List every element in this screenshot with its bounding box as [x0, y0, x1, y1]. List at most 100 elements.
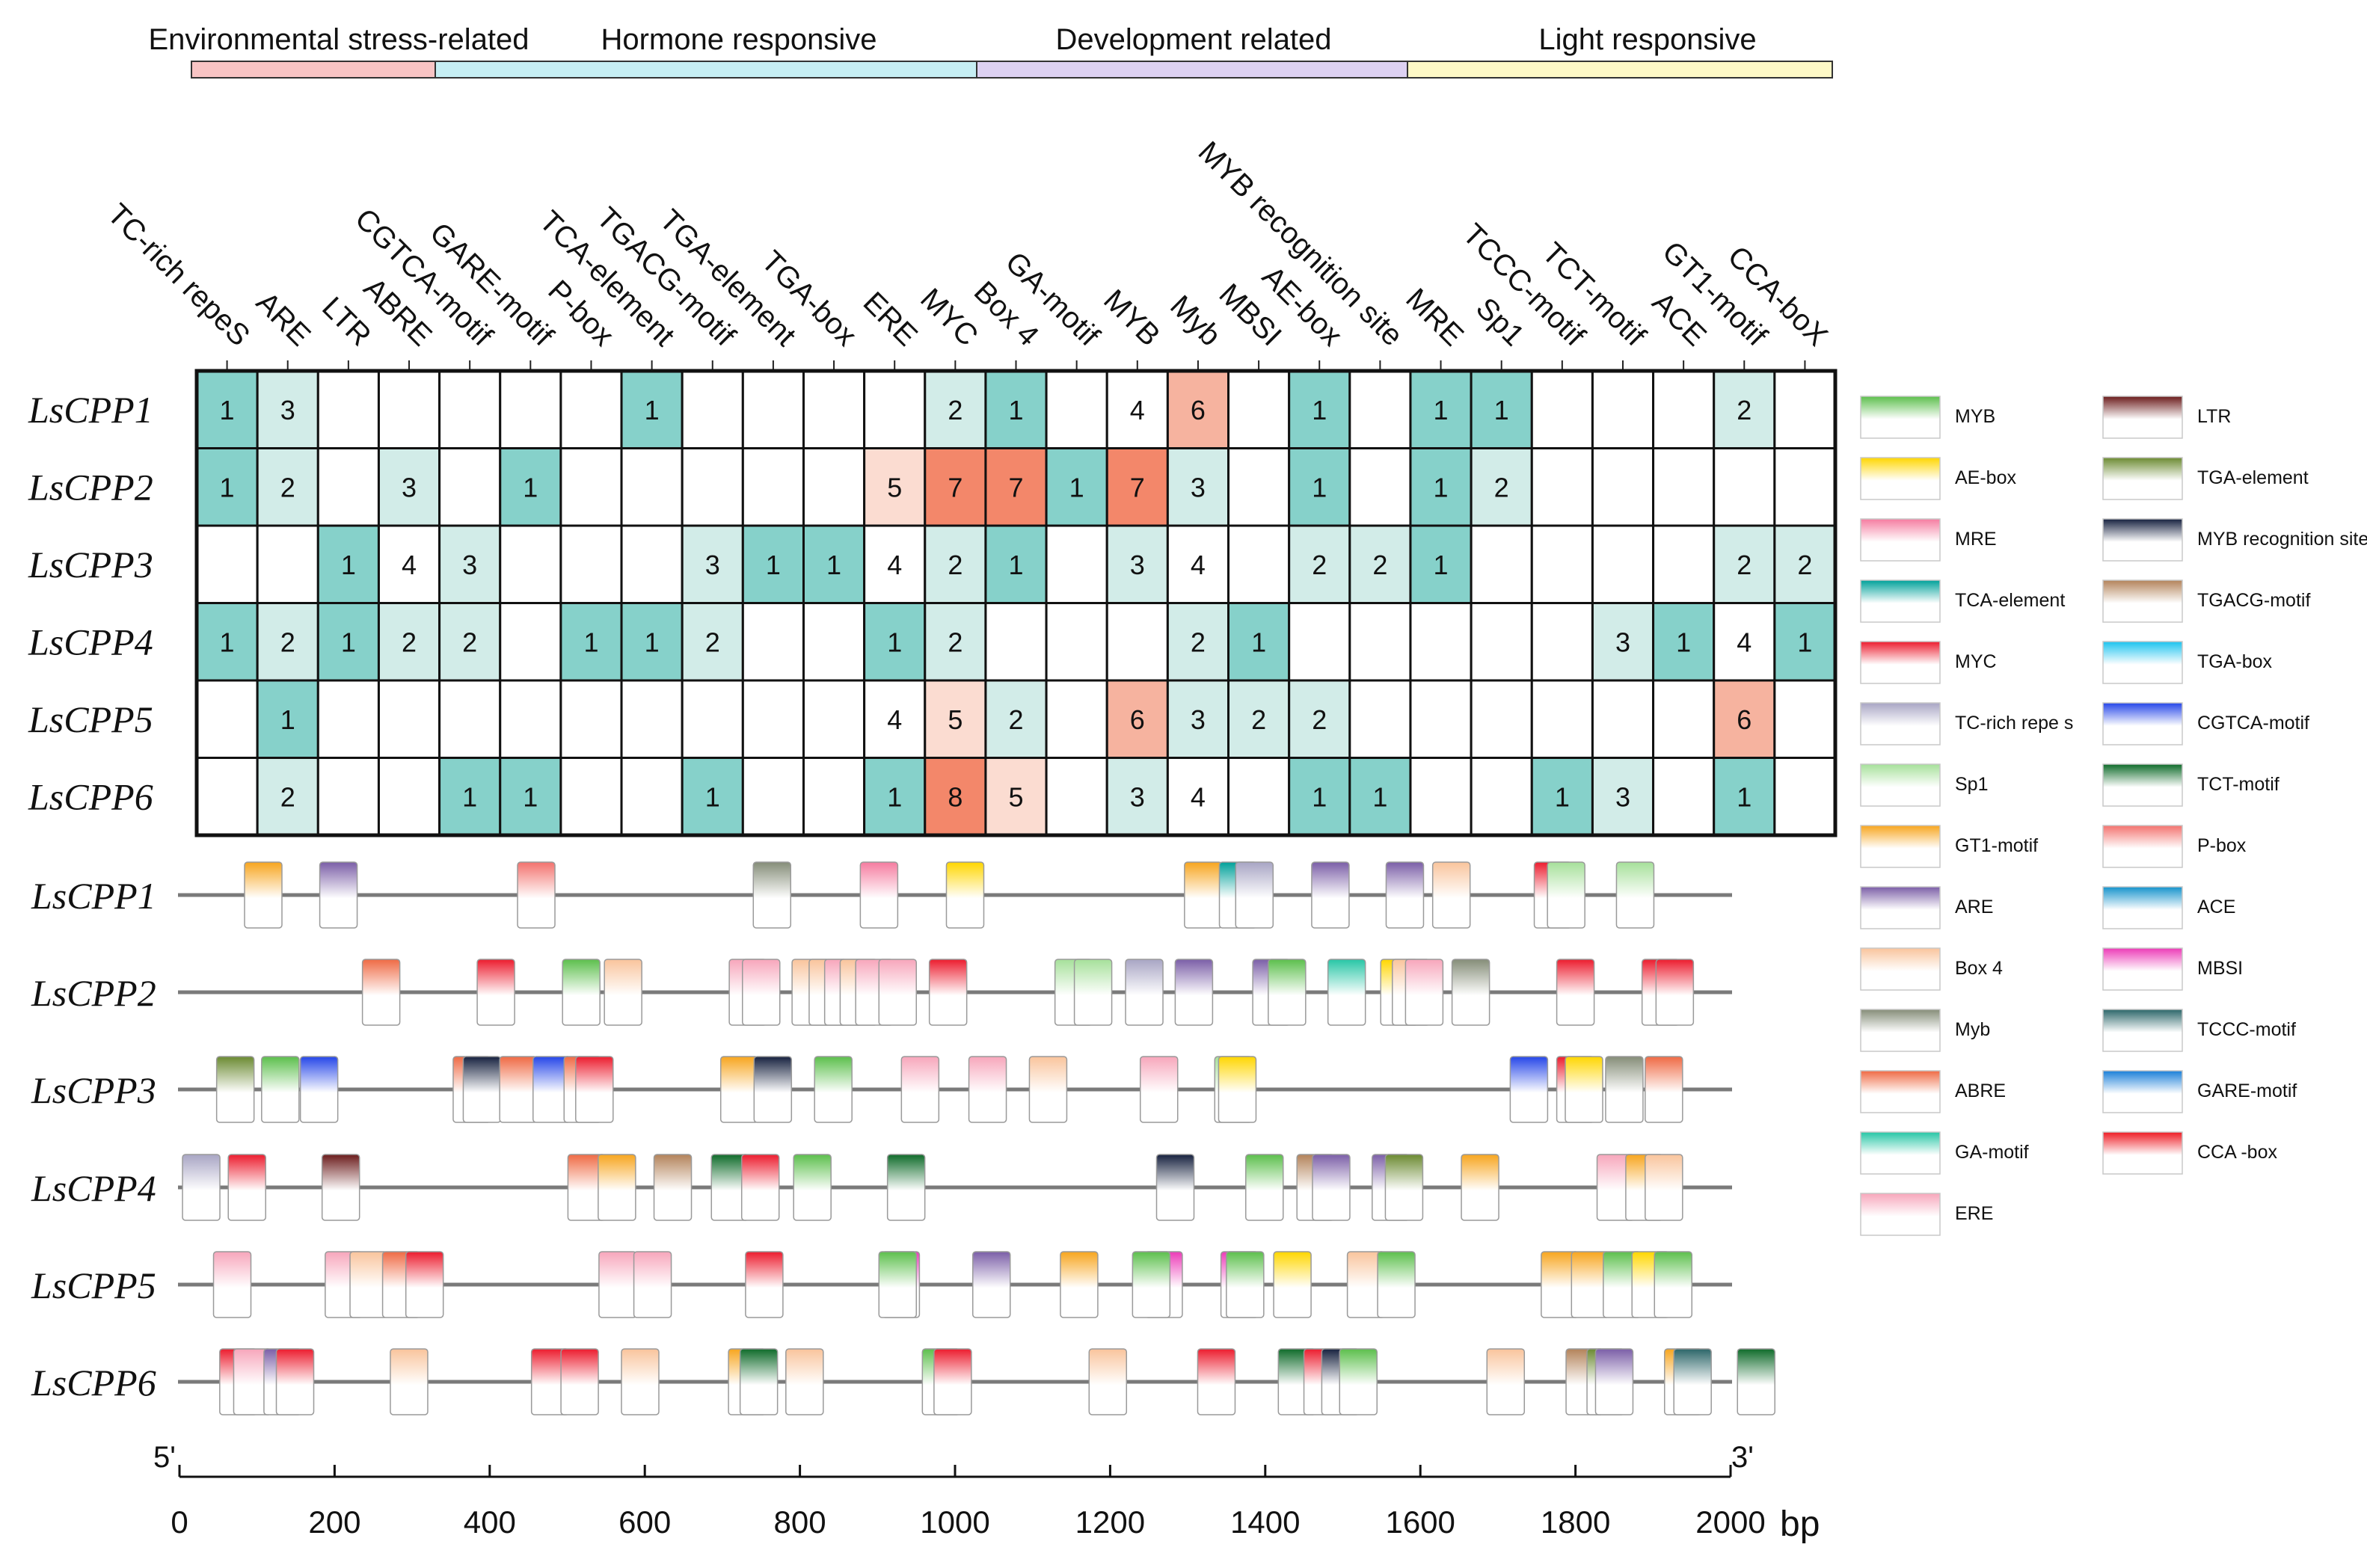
heatmap-cell [438, 369, 502, 449]
heatmap-cell [1470, 602, 1533, 682]
heatmap-cell [681, 602, 744, 682]
heatmap-cell [681, 369, 744, 449]
motif-box-box-4 [1486, 1348, 1526, 1415]
heatmap-cell-value: 2 [948, 627, 963, 657]
heatmap-cell [377, 447, 441, 527]
category-label-hormone-responsive: Hormone responsive [601, 23, 877, 56]
motif-box-tct-motif [1737, 1348, 1775, 1415]
heatmap-cell [620, 679, 684, 759]
heatmap-cell [559, 524, 623, 604]
heatmap-cell-value: 6 [1191, 395, 1206, 425]
heatmap-cell-value: 5 [948, 704, 963, 735]
heatmap-cell-value: 8 [948, 781, 963, 812]
motif-box-are [1174, 959, 1214, 1026]
heatmap-cell [256, 524, 319, 604]
motif-box-myb [1377, 1251, 1416, 1318]
heatmap-cell [1591, 524, 1655, 604]
legend-label-myb-recognition-site: MYB recognition site [2197, 529, 2367, 550]
heatmap-cell-value: 7 [1130, 472, 1145, 502]
heatmap-cell [620, 602, 684, 682]
motif-box-box-4 [1431, 861, 1471, 929]
legend-swatch-cca-box [2102, 1131, 2183, 1175]
motif-box-box-4 [390, 1348, 429, 1415]
motif-box-myb [562, 959, 601, 1026]
motif-box-ere [968, 1056, 1007, 1123]
heatmap-cell-value: 2 [1312, 550, 1327, 580]
heatmap-cell-value: 1 [1312, 395, 1327, 425]
promoter-gene-label-lscpp5: LsCPP5 [31, 1264, 156, 1306]
heatmap-cell [863, 369, 927, 449]
heatmap-cell-value: 2 [705, 627, 720, 657]
motif-box-myb [1451, 959, 1490, 1026]
motif-box-cgtca-motif [299, 1056, 339, 1123]
axis-tick-label: 1200 [1075, 1504, 1145, 1540]
heatmap-cell-value: 1 [1494, 395, 1509, 425]
legend-label-tga-box: TGA-box [2197, 651, 2273, 672]
heatmap-cell-value: 2 [948, 395, 963, 425]
motif-box-ltr [321, 1154, 360, 1221]
heatmap-cell [256, 757, 319, 837]
category-label-development-related: Development related [1055, 23, 1331, 56]
legend-swatch-myb [1860, 1009, 1941, 1052]
motif-box-tga-element [1384, 1154, 1424, 1221]
heatmap-cell [984, 369, 1048, 449]
motif-box-myb [878, 1251, 918, 1318]
motif-box-myc [575, 1056, 614, 1123]
heatmap-row-label-lscpp4: LsCPP4 [28, 621, 153, 662]
heatmap-cell-value: 4 [1130, 395, 1145, 425]
heatmap-cell-value: 2 [280, 627, 295, 657]
legend-label-tc-rich-repe-s: TC-rich repe s [1955, 713, 2073, 734]
heatmap-cell [1348, 369, 1412, 449]
heatmap-cell [559, 447, 623, 527]
legend-swatch-ere [1860, 1193, 1941, 1236]
promoter-gene-label-lscpp2: LsCPP2 [31, 972, 156, 1014]
heatmap-cell [316, 602, 380, 682]
heatmap-cell [1105, 447, 1169, 527]
heatmap-cell [316, 679, 380, 759]
heatmap-cell-value: 1 [645, 627, 660, 657]
heatmap-cell [741, 602, 805, 682]
heatmap-cell-value: 2 [1191, 627, 1206, 657]
motif-box-tct-motif [739, 1348, 779, 1415]
axis-tick-label: 400 [464, 1504, 516, 1540]
column-headers: TC-rich repeSARELTRABRECGTCA-motifGARE-m… [101, 135, 1834, 371]
three-prime-label: 3' [1731, 1441, 1754, 1474]
motif-box-ere [742, 959, 781, 1026]
heatmap-cell-value: 3 [1130, 781, 1145, 812]
motif-box-myb-recognition-site [462, 1056, 502, 1123]
motif-box-myc [1556, 959, 1595, 1026]
heatmap-cell-value: 5 [887, 472, 902, 502]
heatmap-cell [1652, 447, 1716, 527]
heatmap-cell [1530, 679, 1594, 759]
heatmap-cell-value: 1 [645, 395, 660, 425]
legend-label-cgtca-motif: CGTCA-motif [2197, 713, 2309, 734]
motif-box-myc [928, 959, 968, 1026]
heatmap-cell-value: 4 [1191, 550, 1206, 580]
heatmap-cell [316, 757, 380, 837]
heatmap-cell [620, 757, 684, 837]
heatmap-cell [1288, 524, 1351, 604]
heatmap-cell [1227, 369, 1291, 449]
heatmap-cell-value: 4 [1737, 627, 1752, 657]
promoter-gene-label-lscpp4: LsCPP4 [31, 1167, 156, 1209]
heatmap-cell-value: 2 [462, 627, 477, 657]
heatmap-cell-value: 1 [1797, 627, 1812, 657]
heatmap-cell [1409, 679, 1473, 759]
heatmap-cell [924, 679, 987, 759]
heatmap-cell [802, 447, 866, 527]
heatmap-cell [1045, 679, 1108, 759]
heatmap-cell [1470, 524, 1533, 604]
legend-swatch-tgacg-motif [2102, 579, 2183, 623]
heatmap-border [194, 369, 1838, 837]
motif-box-are [1594, 1348, 1634, 1415]
heatmap-cell-value: 1 [766, 550, 781, 580]
motif-box-myc [1197, 1348, 1236, 1415]
heatmap-cell-value: 1 [280, 704, 295, 735]
legend-label-tccc-motif: TCCC-motif [2197, 1019, 2296, 1040]
heatmap-cell-value: 2 [280, 781, 295, 812]
heatmap-cell [1530, 602, 1594, 682]
heatmap-cell [377, 369, 441, 449]
heatmap-cell [559, 369, 623, 449]
legend-label-ace: ACE [2197, 897, 2235, 917]
heatmap-cell [1166, 524, 1230, 604]
